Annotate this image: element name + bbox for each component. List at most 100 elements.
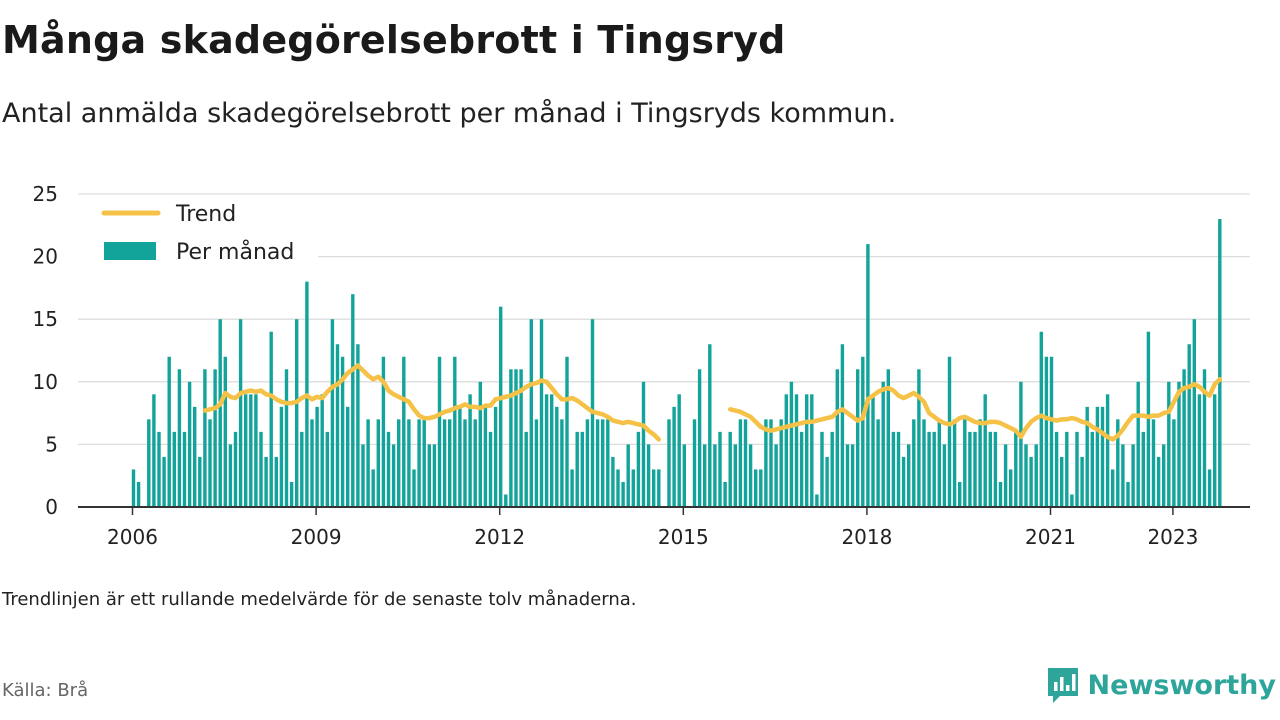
bar bbox=[131, 469, 136, 507]
bar bbox=[453, 356, 457, 507]
bar bbox=[187, 381, 192, 507]
bar bbox=[136, 481, 141, 507]
bar bbox=[1177, 381, 1181, 507]
bar bbox=[626, 444, 630, 507]
bar bbox=[580, 431, 584, 507]
bar bbox=[876, 419, 880, 507]
bar bbox=[896, 431, 901, 507]
bar bbox=[544, 394, 549, 507]
bar bbox=[1111, 469, 1115, 507]
bar bbox=[667, 419, 671, 507]
bar bbox=[723, 481, 727, 507]
bar bbox=[866, 244, 870, 507]
bar bbox=[1065, 431, 1069, 507]
bar bbox=[1131, 444, 1135, 507]
bar bbox=[432, 444, 437, 507]
bar bbox=[1034, 444, 1038, 507]
bar bbox=[213, 369, 217, 507]
bar bbox=[901, 456, 906, 507]
bar bbox=[703, 444, 707, 507]
y-tick-label: 25 bbox=[33, 182, 58, 206]
bar bbox=[534, 419, 539, 507]
bar bbox=[1054, 431, 1059, 507]
bar bbox=[463, 419, 467, 507]
bar bbox=[570, 469, 574, 507]
bar bbox=[748, 444, 753, 507]
bar bbox=[993, 431, 998, 507]
bar bbox=[509, 369, 513, 507]
bar bbox=[514, 369, 518, 507]
bar bbox=[575, 431, 579, 507]
bar bbox=[952, 419, 957, 507]
bar bbox=[1146, 331, 1151, 507]
bar bbox=[606, 419, 610, 507]
bar bbox=[947, 356, 952, 507]
bar bbox=[422, 419, 426, 507]
bar bbox=[1075, 431, 1079, 507]
bar bbox=[402, 356, 406, 507]
bar bbox=[942, 444, 947, 507]
bar bbox=[621, 481, 625, 507]
bar bbox=[310, 419, 314, 507]
bar bbox=[759, 469, 763, 507]
x-tick-label: 2018 bbox=[841, 525, 892, 549]
bar bbox=[1136, 381, 1140, 507]
chart-title: Många skadegörelsebrott i Tingsryd bbox=[2, 18, 786, 62]
brand-name: Newsworthy bbox=[1087, 669, 1276, 701]
bar bbox=[805, 394, 809, 507]
bar bbox=[442, 419, 447, 507]
bar bbox=[636, 431, 641, 507]
brand[interactable]: Newsworthy bbox=[1046, 666, 1276, 704]
bar bbox=[1156, 456, 1161, 507]
bar bbox=[407, 419, 411, 507]
bar bbox=[1197, 394, 1202, 507]
bar bbox=[550, 394, 554, 507]
chart-source: Källa: Brå bbox=[2, 680, 89, 701]
bar bbox=[973, 431, 977, 507]
bar bbox=[988, 431, 992, 507]
bar bbox=[810, 394, 814, 507]
bar bbox=[963, 419, 967, 507]
bar bbox=[1049, 356, 1054, 507]
y-tick-label: 10 bbox=[33, 370, 58, 394]
bar bbox=[483, 406, 488, 507]
trend-line-segment bbox=[727, 377, 1223, 442]
bar bbox=[325, 431, 329, 507]
bar bbox=[1105, 394, 1110, 507]
bar bbox=[840, 344, 845, 507]
bar bbox=[397, 419, 401, 507]
bar bbox=[799, 431, 804, 507]
bar bbox=[886, 369, 890, 507]
bar bbox=[1126, 481, 1130, 507]
bar bbox=[769, 419, 773, 507]
bar bbox=[264, 456, 268, 507]
bar bbox=[912, 419, 916, 507]
legend-background bbox=[78, 195, 318, 275]
bar bbox=[371, 469, 375, 507]
bar bbox=[1192, 319, 1196, 507]
chart-note: Trendlinjen är ett rullande medelvärde f… bbox=[2, 589, 637, 610]
bar bbox=[907, 444, 911, 507]
bar bbox=[172, 431, 176, 507]
newsworthy-logo-icon bbox=[1047, 668, 1078, 703]
bar bbox=[519, 369, 523, 507]
bar bbox=[254, 394, 258, 507]
bar bbox=[560, 419, 564, 507]
bar bbox=[1202, 369, 1207, 507]
bar bbox=[478, 381, 482, 507]
bar bbox=[764, 419, 768, 507]
bar bbox=[177, 369, 182, 507]
bar bbox=[223, 356, 227, 507]
bar bbox=[1009, 469, 1013, 507]
bar bbox=[794, 394, 799, 507]
bar bbox=[616, 469, 620, 507]
legend-swatch-bars bbox=[104, 242, 156, 260]
bar bbox=[978, 419, 982, 507]
bar bbox=[1187, 344, 1191, 507]
bar bbox=[565, 356, 569, 507]
bar bbox=[733, 444, 737, 507]
bar bbox=[738, 419, 743, 507]
bar bbox=[743, 419, 748, 507]
bar bbox=[1095, 406, 1100, 507]
